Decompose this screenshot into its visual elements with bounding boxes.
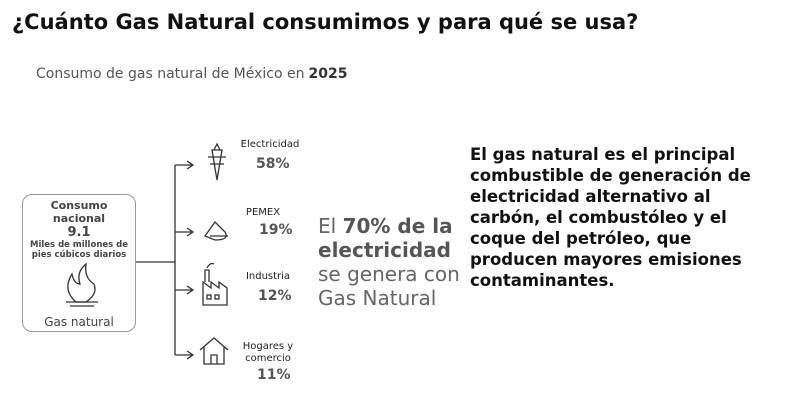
- source-box: Consumo nacional 9.1 Miles de millones d…: [22, 194, 136, 332]
- subtitle-text: Consumo de gas natural de México en: [36, 66, 305, 82]
- branch-share: 58%: [256, 156, 290, 172]
- box-value: 9.1: [67, 225, 91, 240]
- branch-share: 19%: [259, 222, 293, 238]
- highlight: El 70% de la electricidad se genera con …: [318, 214, 468, 310]
- box-unit: Miles de millones de pies cúbicos diario…: [30, 240, 128, 260]
- subtitle: Consumo de gas natural de México en 2025: [36, 66, 347, 82]
- branch-share: 12%: [258, 288, 292, 304]
- title: ¿Cuánto Gas Natural consumimos y para qu…: [12, 10, 639, 34]
- highlight-rest: se genera con Gas Natural: [318, 262, 460, 310]
- box-label: Consumo nacional: [50, 199, 108, 225]
- branch-share: 11%: [257, 367, 291, 383]
- branch-label: PEMEX: [245, 207, 281, 218]
- year: 2025: [308, 66, 348, 82]
- branch-label: Hogares y comercio: [242, 341, 294, 364]
- branch-label: Electricidad: [240, 139, 300, 150]
- statement: El gas natural es el principal combustib…: [470, 145, 751, 290]
- branch-label: Industria: [245, 271, 291, 282]
- highlight-lead: El: [318, 214, 337, 238]
- box-caption: Gas natural: [44, 315, 114, 329]
- highlight-emphasis: 70% de la electricidad: [318, 214, 453, 262]
